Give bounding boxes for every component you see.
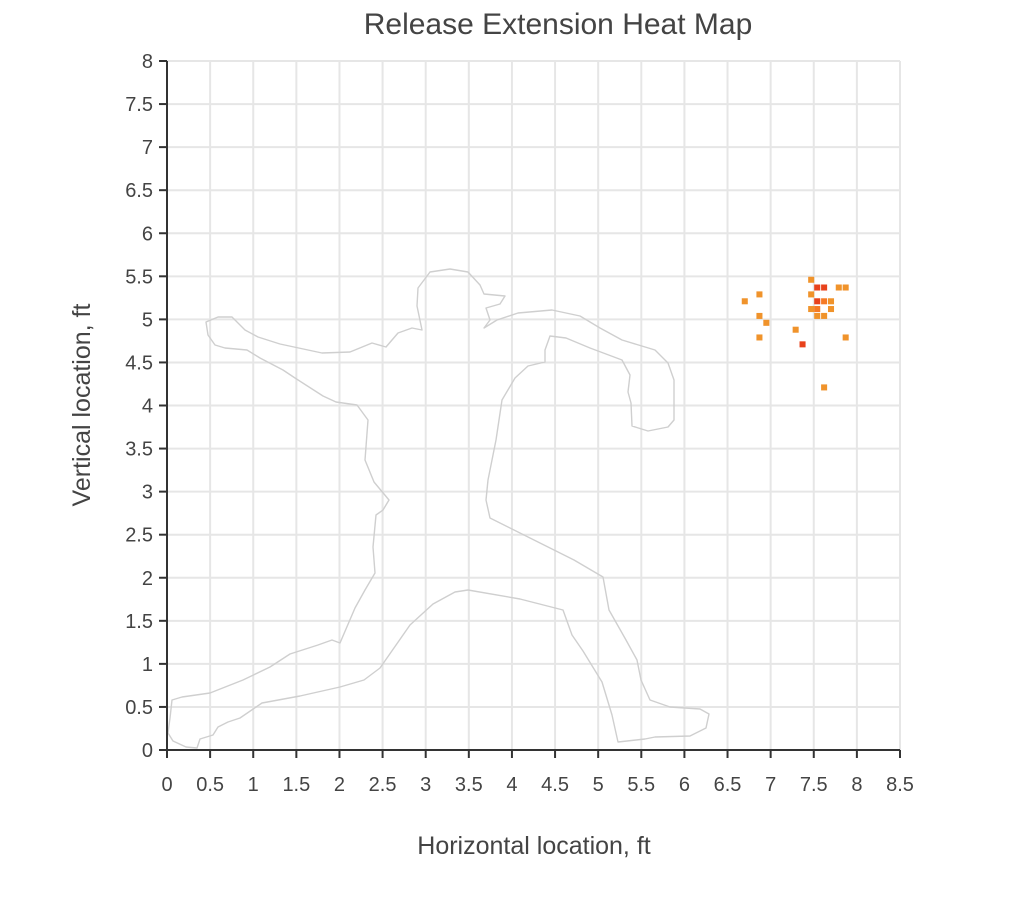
x-tick-label: 1 [248,774,259,796]
heat-cell [821,312,828,319]
x-tick-label: 5 [593,774,604,796]
x-tick-label: 8.5 [886,774,914,796]
heat-cell [827,306,835,313]
y-tick-label: 0 [142,740,153,762]
y-tick-label: 3.5 [125,439,153,461]
heat-cell [741,298,748,305]
x-tick-label: 0.5 [196,774,224,796]
y-tick-label: 1 [142,654,153,676]
axes: 0 0.5 1 1.5 2 2.5 3 3.5 4 4.5 5 5.5 6 6.5 7 7.5 8 8.5 0 0.5… [125,51,914,796]
heat-cell [821,384,828,391]
heat-cell [835,284,842,291]
heat-cell [842,284,849,291]
heat-cell [814,312,821,319]
x-tick-label: 7.5 [800,774,828,796]
heat-cell [821,298,828,305]
x-tick-label: 0 [161,774,172,796]
heat-cell [821,284,828,291]
x-tick-label: 3.5 [455,774,483,796]
x-tick-label: 4.5 [541,774,569,796]
y-tick-label: 8 [142,51,153,73]
x-tick-label: 2.5 [369,774,397,796]
x-tick-label: 7 [765,774,776,796]
x-tick-label: 3 [420,774,431,796]
y-tick-label: 6.5 [125,180,153,202]
y-tick-label: 1.5 [125,611,153,633]
y-tick-label: 6 [142,223,153,245]
y-tick-label: 2.5 [125,525,153,547]
heat-cell [842,334,849,341]
heat-cell [808,276,815,283]
heat-cell [756,291,763,298]
x-tick-label: 6 [679,774,690,796]
y-tick-label: 4 [142,396,153,418]
y-tick-label: 5 [142,309,153,331]
heat-cell [814,306,821,313]
heat-cell [808,306,815,313]
x-tick-label: 2 [334,774,345,796]
y-tick-label: 0.5 [125,697,153,719]
y-axis-label: Vertical location, ft [68,304,96,507]
heat-cell [799,341,806,348]
y-tick-label: 5.5 [125,266,153,288]
y-tick-label: 7 [142,137,153,159]
heat-cell [808,291,815,298]
y-tick-label: 7.5 [125,94,153,116]
x-tick-label: 1.5 [282,774,310,796]
x-tick-label: 6.5 [714,774,742,796]
heat-cell [763,319,770,326]
heat-cell [827,298,835,305]
heat-cell [756,312,763,319]
x-tick-label: 5.5 [627,774,655,796]
x-tick-label: 4 [506,774,517,796]
x-tick-label: 8 [851,774,862,796]
y-tick-label: 4.5 [125,352,153,374]
heat-cell [792,326,799,333]
y-tick-label: 3 [142,482,153,504]
x-axis-label: Horizontal location, ft [417,832,651,860]
y-tick-label: 2 [142,568,153,590]
heat-cell [756,334,763,341]
grid [167,60,901,750]
heat-cell [814,284,821,291]
heat-cell [814,298,821,305]
chart-title: Release Extension Heat Map [364,8,753,41]
pitcher-silhouette-icon [167,268,710,749]
heat-cells [741,276,849,391]
